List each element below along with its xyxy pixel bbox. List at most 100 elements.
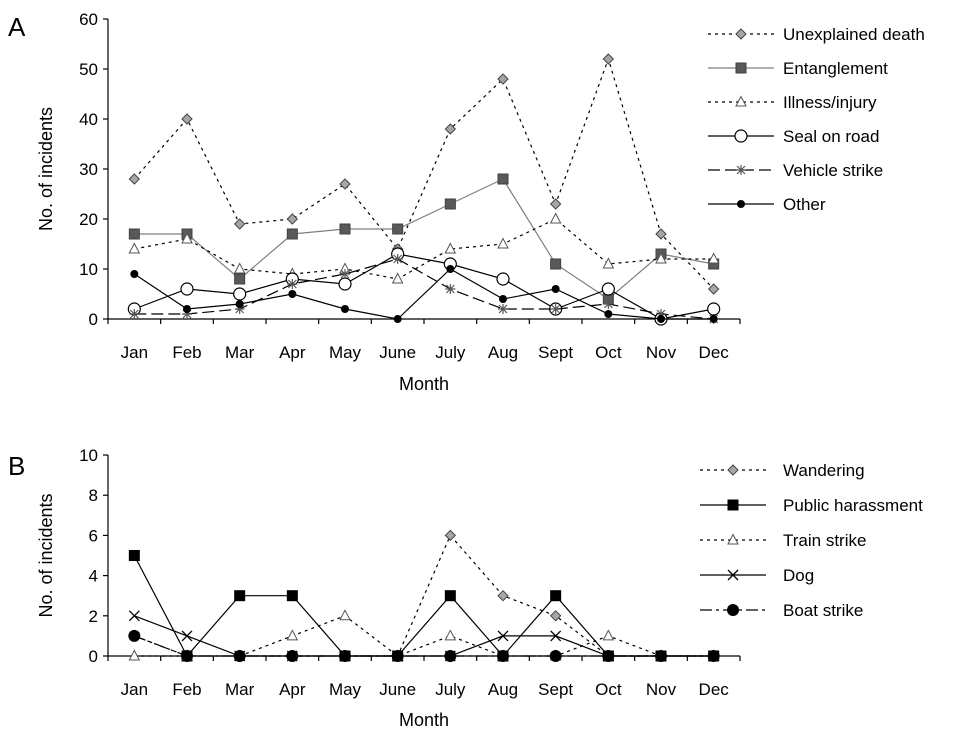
- panel-b-series-train-strike-point-shape: [444, 629, 457, 641]
- panel-a-series-seal-on-road-point-shape: [338, 277, 352, 291]
- panel-b-legend-swatch-marker-shape: [727, 604, 739, 616]
- panel-a-series-vehicle-strike-point: [445, 284, 456, 294]
- panel-b-series-public-harassment-point: [234, 590, 246, 602]
- panel-a-series-unexplained-death-point-shape: [128, 173, 141, 185]
- panel-a-x-tick-label: Mar: [225, 343, 255, 362]
- panel-b-series-train-strike-point: [602, 629, 615, 641]
- panel-a-series-other-point-shape: [499, 295, 507, 303]
- panel-a-series-other-point: [499, 295, 507, 303]
- panel-b-legend-swatch-marker-shape: [727, 464, 739, 476]
- panel-b-series-public-harassment-point: [286, 590, 298, 602]
- panel-b-series-wandering-point: [549, 610, 562, 622]
- panel-b-series-train-strike-line: [134, 615, 714, 657]
- panel-a-series-entanglement-line: [134, 178, 714, 300]
- panel-b-y-tick-label: 6: [89, 526, 98, 545]
- panel-b-series-boat-strike-point-shape: [602, 650, 615, 662]
- panel-a-series-unexplained-death-point: [497, 73, 509, 85]
- panel-a-letter: A: [8, 12, 26, 42]
- panel-a-legend-swatch-marker-shape: [735, 95, 747, 107]
- panel-a-series-entanglement-point: [286, 228, 298, 240]
- panel-a-series-unexplained-death-point-shape: [233, 218, 246, 230]
- panel-a-x-tick-label: Jan: [121, 343, 148, 362]
- panel-b-y-tick-label: 4: [89, 567, 98, 586]
- panel-a-series-unexplained-death-point-shape: [181, 113, 193, 125]
- panel-a-legend-swatch-marker: [735, 95, 747, 107]
- panel-b-series-wandering-point: [444, 529, 457, 542]
- panel-a-series-vehicle-strike-point-shape: [550, 304, 561, 314]
- panel-a-series-seal-on-road-point-shape: [180, 282, 194, 296]
- panel-b-x-tick-label: Mar: [225, 680, 255, 699]
- panel-a-y-tick-label: 40: [79, 110, 98, 129]
- panel-b-chart: B 0 2 4 6 8 10 Jan Feb Mar Apr May June July Aug Sept Oc…: [8, 446, 923, 730]
- panel-b-y-tick-label: 10: [79, 446, 98, 465]
- panel-b-x-tick-label: Aug: [488, 680, 518, 699]
- panel-a-series-seal-on-road-point: [601, 282, 615, 296]
- panel-a-series-vehicle-strike-point-shape: [287, 279, 298, 289]
- panel-a-series-illness-injury-line: [134, 218, 714, 280]
- panel-b-series-train-strike-point: [128, 649, 141, 661]
- panel-a-x-tick-label: Aug: [488, 343, 518, 362]
- panel-a-series-vehicle-strike-point: [392, 254, 403, 264]
- panel-b-series-public-harassment-point: [550, 590, 562, 602]
- panel-a-series-other-point-shape: [130, 270, 139, 278]
- panel-a-series-seal-on-road-line: [134, 253, 714, 320]
- panel-a-series-vehicle-strike-point: [340, 269, 350, 279]
- panel-b-series-boat-strike-point: [707, 650, 720, 662]
- panel-b-series-public-harassment-point-shape: [286, 590, 298, 602]
- panel-a-series-entanglement-point-shape: [128, 228, 140, 240]
- panel-a-series-unexplained-death-point: [128, 173, 141, 185]
- panel-a-series-other-point: [183, 305, 191, 313]
- panel-a-series-vehicle-strike-point-shape: [340, 269, 350, 279]
- panel-a-series-entanglement: [128, 173, 720, 305]
- panel-a-series-other-point: [288, 290, 297, 298]
- panel-a-series-unexplained-death-point: [549, 198, 562, 210]
- panel-a-legend-swatch-marker-shape: [737, 200, 745, 208]
- panel-a-series-other-point-shape: [183, 305, 191, 313]
- panel-a-series-illness-injury-point-shape: [707, 252, 720, 264]
- panel-b-series-public-harassment-line: [133, 555, 714, 658]
- panel-a-series-entanglement-point: [128, 228, 140, 240]
- panel-b-series-boat-strike-point-shape: [497, 650, 509, 662]
- panel-b-legend-label: Wandering: [783, 461, 865, 480]
- panel-a-series-unexplained-death: [128, 53, 720, 295]
- panel-a-x-tick-label: Sept: [538, 343, 573, 362]
- panel-a-x-axis-label: Month: [399, 374, 449, 394]
- panel-a-series-vehicle-strike-point-shape: [234, 304, 245, 314]
- panel-b-x-tick-label: June: [379, 680, 416, 699]
- panel-a-series-unexplained-death-point-shape: [286, 213, 299, 225]
- panel-a-series-vehicle-strike-point-shape: [445, 284, 456, 294]
- panel-a-series-seal-on-road-point: [496, 272, 510, 286]
- panel-b-series-wandering-point: [497, 589, 509, 602]
- panel-b-series-public-harassment-point-shape: [444, 590, 456, 602]
- panel-a-series-illness-injury-point-shape: [391, 272, 404, 284]
- panel-a-series-entanglement-point: [497, 173, 509, 185]
- panel-a-series-entanglement-point: [550, 258, 562, 270]
- panel-b-series-boat-strike: [128, 629, 720, 662]
- panel-a-series-unexplained-death-point: [707, 283, 720, 295]
- panel-b-series-wandering: [128, 529, 720, 662]
- panel-a-series-illness-injury-point: [655, 252, 667, 264]
- panel-b-series-public-harassment-point-shape: [234, 590, 246, 602]
- panel-b-x-tick-label: July: [435, 680, 466, 699]
- panel-a-series-other-point-shape: [604, 310, 613, 318]
- panel-a-series-other-point-shape: [341, 305, 349, 313]
- panel-a-y-tick-label: 0: [89, 310, 98, 329]
- panel-b-y-tick-label: 0: [89, 647, 98, 666]
- panel-a-series-other-point: [709, 315, 718, 323]
- panel-a-x-tick-label: Nov: [646, 343, 677, 362]
- panel-a-series-unexplained-death-line: [133, 57, 715, 290]
- panel-b-series-boat-strike-point: [444, 650, 457, 662]
- panel-b-series-boat-strike-point-shape: [655, 650, 667, 662]
- panel-a-series-illness-injury-point-shape: [181, 232, 193, 244]
- panel-b-series-dog-point: [550, 630, 562, 642]
- panel-a-series-entanglement-point: [339, 223, 351, 235]
- panel-a-legend-label: Illness/injury: [783, 93, 877, 112]
- panel-b-legend-label: Boat strike: [783, 601, 863, 620]
- panel-b-x-tick-label: Feb: [172, 680, 201, 699]
- panel-a-series-other-point: [393, 315, 402, 323]
- panel-b-legend-entry: Boat strike: [700, 601, 863, 620]
- panel-b-series-train-strike: [128, 609, 720, 661]
- panel-a-series-unexplained-death-point-shape: [339, 178, 351, 190]
- panel-a-series-vehicle-strike-point: [234, 304, 245, 314]
